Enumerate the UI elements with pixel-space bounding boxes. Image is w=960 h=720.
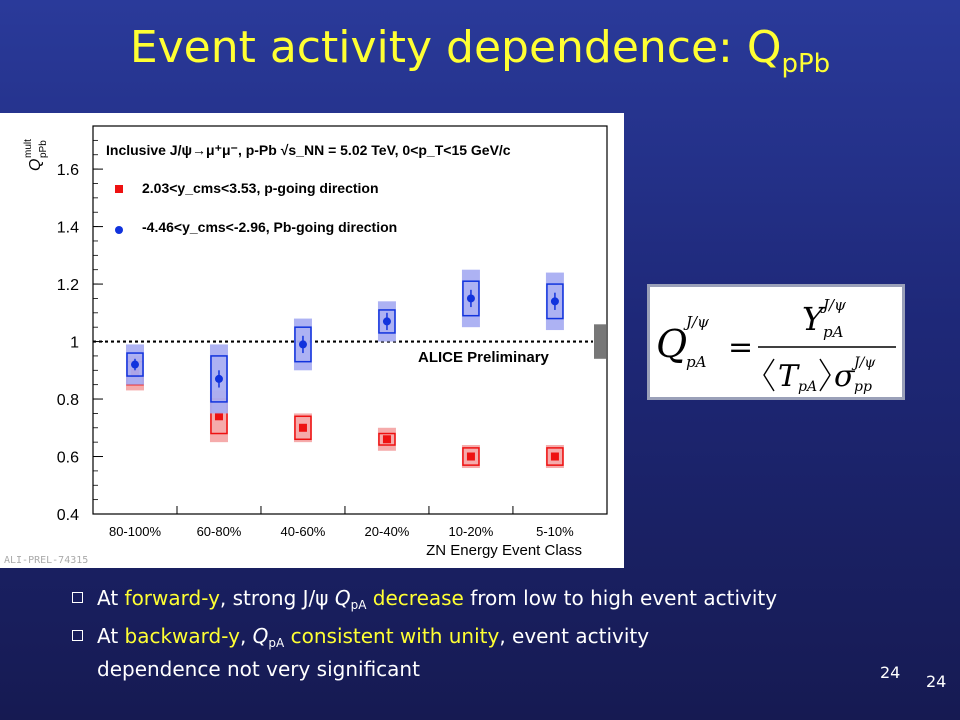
s0-uncorr-box-5 bbox=[546, 447, 564, 466]
formula-den-sigma: σ bbox=[834, 359, 856, 394]
formula-lhs-sub: pA bbox=[686, 353, 707, 371]
s1-point-2 bbox=[298, 340, 307, 349]
s0-point-2 bbox=[298, 423, 307, 432]
page-number: 24 bbox=[880, 663, 901, 682]
y-tick-label-4: 1.2 bbox=[57, 277, 79, 294]
watermark: ALI-PREL-74315 bbox=[4, 555, 88, 566]
formula-lhs-sup: J/ψ bbox=[683, 313, 709, 331]
bullet-text: At bbox=[97, 624, 125, 648]
bullet-backward: At backward-y, QpA consistent with unity… bbox=[70, 623, 950, 682]
formula-lhs: Q bbox=[656, 322, 687, 366]
bullet-q: Q bbox=[334, 586, 351, 610]
y-axis-label-sub: pPb bbox=[38, 140, 49, 158]
y-tick-label-2: 0.8 bbox=[57, 392, 79, 409]
formula-svg: Q J/ψ pA = Y J/ψ pA T pA σ J/ψ pp bbox=[656, 296, 896, 395]
y-tick-label-0: 0.4 bbox=[57, 507, 79, 524]
s1-uncorr-box-5 bbox=[546, 283, 564, 320]
s1-uncorr-box-2 bbox=[294, 326, 312, 363]
s1-uncorr-box-3 bbox=[378, 309, 396, 334]
s0-uncorr-box-3 bbox=[378, 432, 396, 446]
x-tick-label-2: 40-60% bbox=[281, 524, 326, 539]
bullet-q-sub: pA bbox=[268, 636, 285, 650]
bullet-text: dependence not very significant bbox=[97, 657, 420, 681]
x-tick-label-1: 60-80% bbox=[197, 524, 242, 539]
legend-entry-pb-going: -4.46<y_cms<-2.96, Pb-going direction bbox=[142, 219, 397, 235]
bullet-text: from low to high event activity bbox=[463, 586, 778, 610]
chart-svg: 0.4 0.6 0.8 1 1.2 1.4 1.6 80-100% 60-80% 40-60% 2… bbox=[4, 125, 608, 566]
s1-uncorr-box-1 bbox=[210, 355, 228, 403]
formula-den-sigma-sup: J/ψ bbox=[851, 355, 876, 371]
s1-point-1 bbox=[214, 374, 223, 383]
s0-point-5 bbox=[550, 452, 559, 461]
formula-left-angle bbox=[763, 358, 775, 392]
formula-den-sigma-sub: pp bbox=[854, 379, 872, 395]
global-uncertainty-box bbox=[594, 324, 606, 359]
s0-point-1 bbox=[214, 412, 223, 421]
y-axis-label: Q mult pPb bbox=[23, 139, 49, 171]
bullet-highlight: consistent with unity bbox=[290, 624, 500, 648]
s1-point-4 bbox=[466, 294, 475, 303]
s1-point-0 bbox=[130, 360, 139, 369]
bullet-text: , event activity bbox=[499, 624, 650, 648]
bullet-text: , bbox=[239, 624, 253, 648]
x-tick-label-0: 80-100% bbox=[109, 524, 161, 539]
s0-uncorr-box-2 bbox=[294, 415, 312, 441]
bullet-box-icon bbox=[72, 592, 83, 603]
bullet-highlight: decrease bbox=[372, 586, 464, 610]
y-tick-label-1: 0.6 bbox=[57, 450, 79, 467]
s0-point-3 bbox=[382, 435, 391, 444]
bullet-q: Q bbox=[252, 624, 269, 648]
x-axis-label: ZN Energy Event Class bbox=[426, 542, 582, 559]
page-number-duplicate: 24 bbox=[926, 672, 947, 691]
bullet-q-sub: pA bbox=[350, 598, 367, 612]
bullet-highlight: backward-y bbox=[124, 624, 240, 648]
s1-point-5 bbox=[550, 297, 559, 306]
legend-header: Inclusive J/ψ→μ⁺μ⁻, p-Pb √s_NN = 5.02 Te… bbox=[106, 142, 511, 158]
formula-box: Q J/ψ pA = Y J/ψ pA T pA σ J/ψ pp bbox=[647, 284, 905, 400]
bullet-text: , strong J/ bbox=[219, 586, 316, 610]
bullet-forward: At forward-y, strong J/ψ QpA decrease fr… bbox=[70, 585, 950, 618]
slide-title-main: Event activity dependence: Q bbox=[129, 22, 782, 73]
legend-entry-p-going: 2.03<y_cms<3.53, p-going direction bbox=[142, 180, 379, 196]
y-axis-label-main: Q bbox=[27, 159, 44, 171]
formula-num-sup: J/ψ bbox=[820, 296, 846, 314]
formula-den-t: T bbox=[778, 359, 800, 394]
chart-panel: 0.4 0.6 0.8 1 1.2 1.4 1.6 80-100% 60-80% 40-60% 2… bbox=[0, 113, 624, 568]
y-tick-label-6: 1.6 bbox=[57, 162, 79, 179]
formula-den-t-sub: pA bbox=[798, 379, 817, 395]
y-tick-label-5: 1.4 bbox=[57, 220, 79, 237]
formula-num-sub: pA bbox=[823, 323, 844, 341]
s1-uncorr-box-4 bbox=[462, 280, 480, 317]
formula-equals: = bbox=[728, 330, 753, 365]
x-tick-label-4: 10-20% bbox=[449, 524, 494, 539]
y-axis-label-sup: mult bbox=[23, 139, 34, 158]
s0-point-4 bbox=[466, 452, 475, 461]
formula-right-angle bbox=[819, 358, 831, 392]
bullet-psi: ψ bbox=[315, 586, 329, 610]
y-tick-label-3: 1 bbox=[70, 335, 79, 352]
x-tick-label-5: 5-10% bbox=[536, 524, 574, 539]
bullet-text: At bbox=[97, 586, 125, 610]
plot-frame bbox=[92, 125, 608, 515]
legend-marker-blue bbox=[115, 226, 123, 234]
bullet-box-icon bbox=[72, 630, 83, 641]
slide-title-sub: pPb bbox=[781, 49, 831, 79]
x-tick-label-3: 20-40% bbox=[365, 524, 410, 539]
s1-uncorr-box-0 bbox=[126, 352, 144, 377]
legend-marker-red bbox=[115, 185, 123, 193]
s0-uncorr-box-4 bbox=[462, 447, 480, 466]
s1-point-3 bbox=[382, 317, 391, 326]
slide-title: Event activity dependence: QpPb bbox=[0, 22, 960, 79]
preliminary-label: ALICE Preliminary bbox=[418, 349, 550, 366]
bullet-list: At forward-y, strong J/ψ QpA decrease fr… bbox=[70, 585, 950, 687]
formula-num: Y bbox=[802, 300, 826, 338]
bullet-highlight: forward-y bbox=[124, 586, 220, 610]
